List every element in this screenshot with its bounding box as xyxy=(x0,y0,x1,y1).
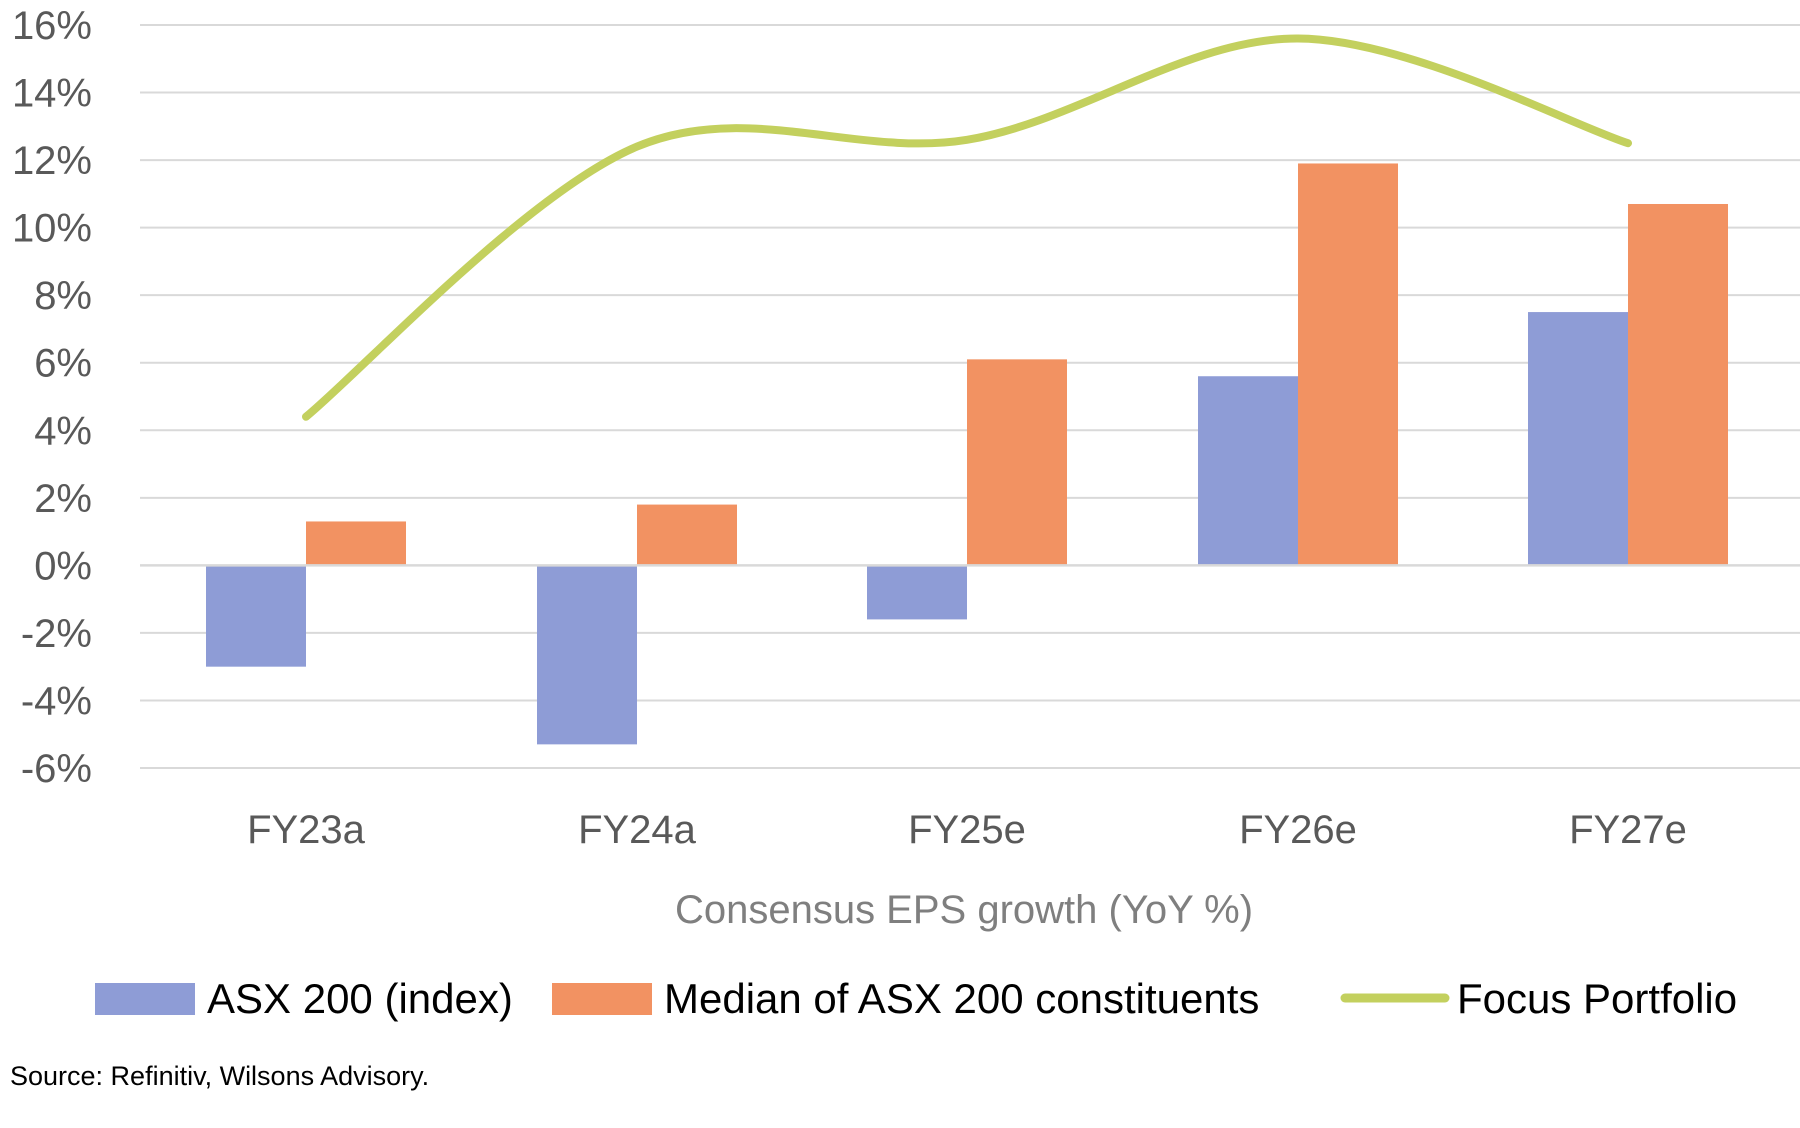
bar-asx200-index xyxy=(206,565,306,667)
x-tick-label: FY27e xyxy=(1569,808,1687,852)
y-tick-label: 2% xyxy=(34,477,92,521)
bar-median-constituents xyxy=(637,504,737,566)
x-tick-label: FY24a xyxy=(578,808,697,852)
y-tick-label: 12% xyxy=(12,139,92,183)
y-tick-label: -6% xyxy=(21,747,92,791)
x-axis-label: Consensus EPS growth (YoY %) xyxy=(675,888,1253,932)
y-tick-label: 14% xyxy=(12,72,92,116)
bar-median-constituents xyxy=(1628,203,1728,566)
legend-label: Median of ASX 200 constituents xyxy=(664,975,1259,1022)
x-axis-ticks: FY23a FY24a FY25e FY26e FY27e xyxy=(247,808,1687,852)
focus-portfolio-series-line xyxy=(302,34,1632,421)
bar-median-constituents xyxy=(1298,163,1398,566)
y-tick-label: 10% xyxy=(12,207,92,251)
bar-asx200-index xyxy=(537,565,637,745)
bar-asx200-index xyxy=(867,565,967,620)
bar-median-constituents xyxy=(306,521,406,566)
legend: ASX 200 (index) Median of ASX 200 constit… xyxy=(95,975,1737,1022)
bar-asx200-index xyxy=(1198,376,1298,566)
x-tick-label: FY25e xyxy=(908,808,1026,852)
x-tick-label: FY26e xyxy=(1239,808,1357,852)
legend-label: Focus Portfolio xyxy=(1457,975,1737,1022)
legend-label: ASX 200 (index) xyxy=(207,975,513,1022)
y-tick-label: -2% xyxy=(21,612,92,656)
y-tick-label: 0% xyxy=(34,544,92,588)
y-tick-label: 4% xyxy=(34,409,92,453)
y-tick-label: 16% xyxy=(12,4,92,48)
y-tick-label: -4% xyxy=(21,679,92,723)
legend-swatch xyxy=(95,983,195,1015)
y-tick-label: 6% xyxy=(34,342,92,386)
x-tick-label: FY23a xyxy=(247,808,366,852)
bars xyxy=(206,163,1728,745)
y-axis-ticks: 16% 14% 12% 10% 8% 6% 4% 2% 0% -2% -4% -6% xyxy=(12,4,92,791)
source-note: Source: Refinitiv, Wilsons Advisory. xyxy=(10,1061,429,1091)
y-tick-label: 8% xyxy=(34,274,92,318)
legend-swatch xyxy=(552,983,652,1015)
bar-median-constituents xyxy=(967,359,1067,566)
bar-asx200-index xyxy=(1528,312,1628,566)
focus-portfolio-line xyxy=(302,34,1632,421)
